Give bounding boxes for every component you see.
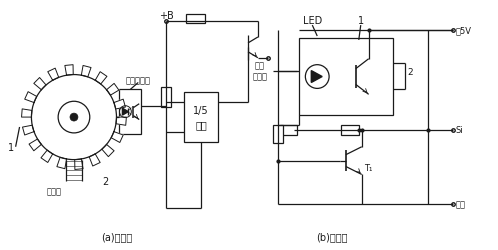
Bar xyxy=(186,15,206,24)
Text: T₁: T₁ xyxy=(364,163,372,172)
Text: 2: 2 xyxy=(103,177,109,186)
Polygon shape xyxy=(111,132,123,143)
Polygon shape xyxy=(29,140,41,151)
Text: (b)电路图: (b)电路图 xyxy=(316,231,347,241)
Text: 1: 1 xyxy=(7,142,14,152)
Polygon shape xyxy=(102,145,114,157)
Polygon shape xyxy=(41,150,53,163)
Polygon shape xyxy=(48,69,59,81)
Bar xyxy=(184,93,218,142)
Text: 1: 1 xyxy=(358,16,364,26)
Polygon shape xyxy=(123,109,128,116)
Polygon shape xyxy=(114,100,125,110)
Polygon shape xyxy=(311,71,322,83)
Text: 约5V: 约5V xyxy=(456,26,472,36)
Bar xyxy=(120,90,141,134)
Polygon shape xyxy=(107,84,119,96)
Circle shape xyxy=(31,75,117,160)
Text: LED: LED xyxy=(303,16,322,26)
Text: (a)示意图: (a)示意图 xyxy=(101,231,132,241)
Polygon shape xyxy=(81,66,91,78)
Polygon shape xyxy=(116,118,126,126)
Circle shape xyxy=(70,114,78,122)
Text: 光电耦合器: 光电耦合器 xyxy=(125,76,151,85)
Text: 2: 2 xyxy=(407,68,413,77)
Text: 1/5
分频: 1/5 分频 xyxy=(193,106,209,130)
Text: 驱动轴: 驱动轴 xyxy=(47,187,62,196)
Polygon shape xyxy=(22,126,34,136)
Polygon shape xyxy=(34,78,46,90)
Text: Si: Si xyxy=(456,126,463,135)
Circle shape xyxy=(58,102,90,133)
Bar xyxy=(161,88,171,108)
Polygon shape xyxy=(21,110,32,118)
Bar xyxy=(341,126,359,135)
Polygon shape xyxy=(57,158,67,169)
Text: 接地: 接地 xyxy=(456,200,466,209)
Text: +B: +B xyxy=(158,11,173,21)
Bar xyxy=(280,126,297,135)
Polygon shape xyxy=(75,159,83,170)
Polygon shape xyxy=(25,92,37,103)
Bar xyxy=(273,126,283,143)
Text: 光电
耦合器: 光电 耦合器 xyxy=(252,61,267,81)
Polygon shape xyxy=(95,72,107,85)
Polygon shape xyxy=(89,154,100,166)
Bar xyxy=(299,39,393,116)
Polygon shape xyxy=(65,66,73,76)
Circle shape xyxy=(305,66,329,89)
